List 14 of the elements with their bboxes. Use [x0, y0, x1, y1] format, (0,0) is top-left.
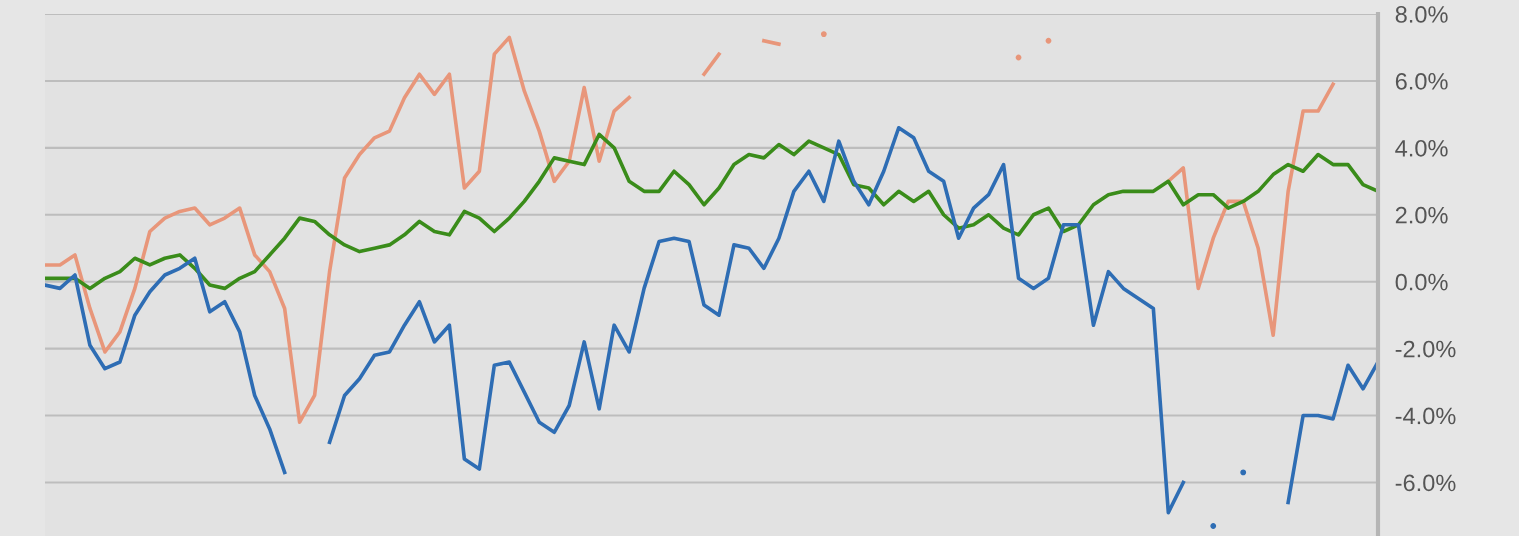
y-tick-label: 4.0% — [1395, 139, 1448, 157]
point — [1240, 469, 1247, 476]
point — [820, 31, 827, 37]
y-tick-label: 2.0% — [1395, 206, 1448, 224]
line-series — [45, 132, 1378, 291]
y-tick-label: -2.0% — [1395, 340, 1456, 358]
y-tick-label: 8.0% — [1395, 6, 1448, 23]
y-tick-label: -4.0% — [1395, 407, 1456, 425]
point — [1045, 37, 1052, 44]
y-tick-label: 0.0% — [1395, 273, 1448, 291]
point — [1015, 54, 1022, 61]
point — [1210, 523, 1217, 529]
y-tick-label: 6.0% — [1395, 72, 1448, 90]
y-tick-label: -6.0% — [1395, 474, 1456, 492]
